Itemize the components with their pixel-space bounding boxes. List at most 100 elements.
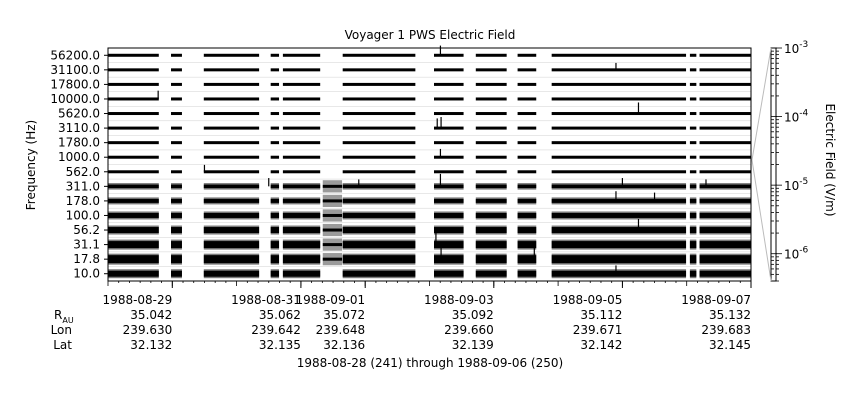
channel-band-17800.0	[689, 82, 697, 86]
channel-band-178.0	[171, 198, 182, 203]
channel-band-178.0	[699, 198, 751, 203]
frequency-label-56.2: 56.2	[73, 223, 100, 237]
channel-band-17.8	[171, 255, 182, 264]
channel-band-31100.0	[342, 68, 416, 72]
channel-band-10000.0	[108, 97, 159, 101]
channel-band-17800.0	[270, 82, 280, 86]
x-tick-r: 35.132	[709, 308, 751, 322]
r-label: RAU	[54, 308, 74, 325]
channel-band-56200.0	[270, 53, 280, 57]
channel-band-17.8	[551, 255, 687, 264]
channel-band-3110.0	[475, 126, 507, 130]
channel-band-1000.0	[171, 155, 182, 159]
x-tick-date: 1988-09-03	[424, 293, 494, 307]
channel-band-178.0	[434, 198, 464, 203]
channel-band-5620.0	[434, 112, 464, 116]
colorbar: 10-3 10-4 10-5 10-6	[751, 40, 809, 282]
frequency-label-562.0: 562.0	[66, 165, 100, 179]
channel-band-178.0	[689, 198, 697, 203]
channel-band-10.0	[282, 270, 321, 277]
x-tick-lat: 32.136	[323, 338, 365, 352]
x-tick-date: 1988-09-05	[553, 293, 623, 307]
channel-band-31100.0	[551, 68, 687, 72]
channel-band-311.0	[551, 184, 687, 189]
channel-band-10000.0	[342, 97, 416, 101]
channel-band-562.0	[434, 170, 464, 174]
channel-band-17800.0	[551, 82, 687, 86]
coordinate-row-labels: RAU Lon Lat	[51, 308, 74, 352]
channel-band-17.8	[475, 255, 507, 264]
channel-band-562.0	[699, 170, 751, 174]
r-label-main: R	[54, 308, 62, 322]
channel-band-1780.0	[108, 141, 159, 145]
channel-band-3110.0	[203, 126, 260, 130]
channel-band-1780.0	[171, 141, 182, 145]
frequency-label-56200.0: 56200.0	[50, 48, 100, 62]
channel-band-311.0	[282, 184, 321, 189]
channel-band-17.8	[270, 255, 280, 264]
channel-band-5620.0	[282, 112, 321, 116]
channel-band-1000.0	[475, 155, 507, 159]
channel-band-17800.0	[517, 82, 537, 86]
frequency-label-31100.0: 31100.0	[50, 63, 100, 77]
channel-band-31.1	[475, 241, 507, 249]
channel-band-17800.0	[108, 82, 159, 86]
channel-band-56.2	[699, 227, 751, 234]
lat-label: Lat	[53, 338, 72, 352]
frequency-label-1780.0: 1780.0	[58, 136, 100, 150]
channel-band-100.0	[108, 212, 159, 218]
channel-band-562.0	[342, 170, 416, 174]
channel-band-100.0	[171, 212, 182, 218]
frequency-label-17800.0: 17800.0	[50, 77, 100, 91]
channel-band-1780.0	[517, 141, 537, 145]
channel-band-562.0	[203, 170, 260, 174]
channel-band-100.0	[342, 212, 416, 218]
channel-band-100.0	[551, 212, 687, 218]
channel-band-17.8	[282, 255, 321, 264]
channel-band-10000.0	[434, 97, 464, 101]
x-tick-lat: 32.135	[259, 338, 301, 352]
channel-band-17800.0	[342, 82, 416, 86]
channel-band-56.2	[689, 227, 697, 234]
frequency-label-100.0: 100.0	[66, 208, 100, 222]
channel-band-178.0	[517, 198, 537, 203]
channel-band-1780.0	[551, 141, 687, 145]
channel-band-562.0	[551, 170, 687, 174]
channel-band-31.1	[699, 241, 751, 249]
channel-band-1000.0	[699, 155, 751, 159]
r-label-sub: AU	[62, 316, 73, 325]
colorbar-connector	[751, 47, 772, 161]
chart-title: Voyager 1 PWS Electric Field	[345, 28, 516, 42]
channel-band-1780.0	[434, 141, 464, 145]
channel-band-31100.0	[171, 68, 182, 72]
channel-band-3110.0	[342, 126, 416, 130]
channel-band-10.0	[475, 270, 507, 277]
colorbar-connector	[751, 159, 772, 282]
frequency-label-10000.0: 10000.0	[50, 92, 100, 106]
channel-band-311.0	[270, 184, 280, 189]
grey-block-core-178.0	[322, 199, 343, 203]
channel-band-562.0	[108, 170, 159, 174]
channel-band-56200.0	[282, 53, 321, 57]
frequency-label-3110.0: 3110.0	[58, 121, 100, 135]
channel-band-10000.0	[699, 97, 751, 101]
channel-band-100.0	[517, 212, 537, 218]
channel-band-3110.0	[108, 126, 159, 130]
x-tick-lat: 32.132	[130, 338, 172, 352]
lon-label: Lon	[51, 323, 72, 337]
channel-band-5620.0	[203, 112, 260, 116]
channel-band-10.0	[517, 270, 537, 277]
channel-band-56.2	[270, 227, 280, 234]
x-tick-date: 1988-08-29	[103, 293, 173, 307]
frequency-label-178.0: 178.0	[66, 194, 100, 208]
channel-band-1780.0	[689, 141, 697, 145]
channel-band-311.0	[203, 184, 260, 189]
channel-band-1000.0	[203, 155, 260, 159]
colorbar-tick-label: 10-5	[784, 177, 808, 193]
channel-band-100.0	[689, 212, 697, 218]
x-tick-r: 35.062	[259, 308, 301, 322]
channel-band-178.0	[282, 198, 321, 203]
frequency-label-311.0: 311.0	[66, 179, 100, 193]
channel-band-178.0	[475, 198, 507, 203]
